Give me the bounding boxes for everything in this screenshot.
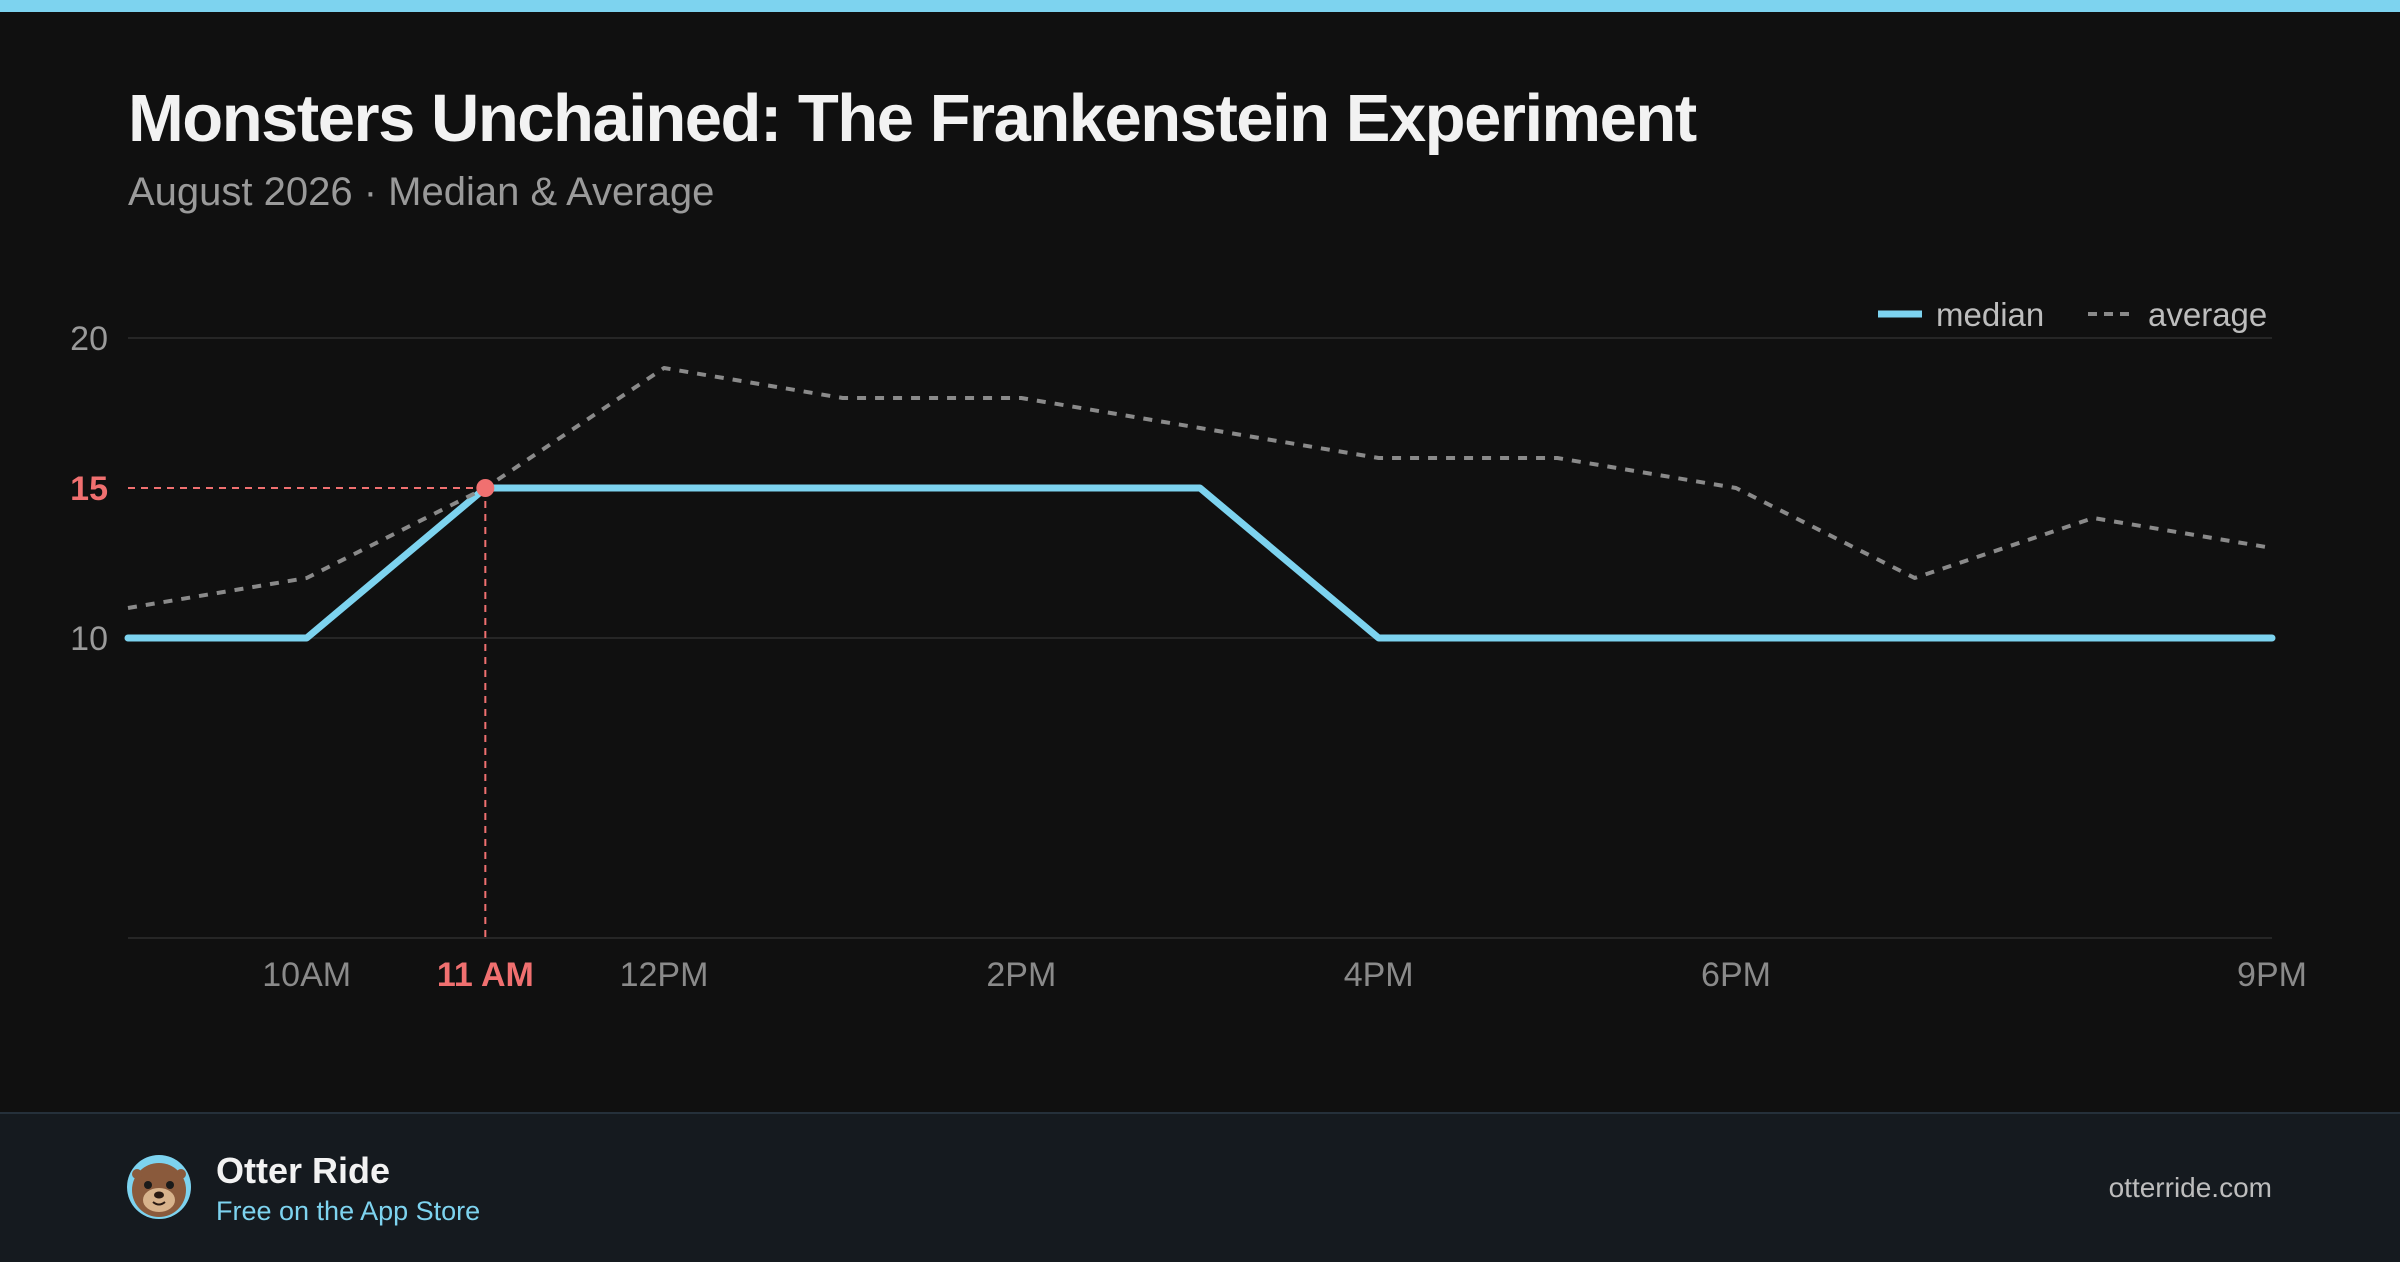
x-tick-label: 6PM bbox=[1701, 956, 1771, 994]
series-line-median bbox=[124, 484, 2276, 642]
y-tick-label: 20 bbox=[70, 320, 108, 358]
x-tick-label: 2PM bbox=[986, 956, 1056, 994]
x-tick-label: 4PM bbox=[1344, 956, 1414, 994]
footer: Otter Ride Free on the App Store otterri… bbox=[0, 1112, 2400, 1262]
x-tick-label: 12PM bbox=[620, 956, 709, 994]
x-tick-label: 9PM bbox=[2237, 956, 2307, 994]
x-tick-label: 10AM bbox=[262, 956, 351, 994]
app-name: Otter Ride bbox=[216, 1150, 391, 1191]
highlight-value-label: 15 bbox=[70, 470, 108, 508]
page-subtitle: August 2026 · Median & Average bbox=[128, 170, 715, 214]
website-link[interactable]: otterride.com bbox=[2108, 1172, 2272, 1203]
otter-icon bbox=[127, 1155, 191, 1219]
app-store-link[interactable]: Free on the App Store bbox=[216, 1196, 481, 1226]
legend-label-average: average bbox=[2148, 296, 2267, 333]
legend-label-median: median bbox=[1936, 296, 2044, 333]
accent-top-bar bbox=[0, 0, 2400, 12]
y-tick-label: 10 bbox=[70, 620, 108, 658]
x-tick-label: 11 AM bbox=[437, 956, 534, 994]
page-title: Monsters Unchained: The Frankenstein Exp… bbox=[128, 81, 1697, 156]
line-chart: 10 20 10AM 11 AM 12PM 2PM 4PM 6PM 9PM 15 median ave… bbox=[70, 296, 2307, 994]
highlight-point bbox=[476, 479, 495, 497]
